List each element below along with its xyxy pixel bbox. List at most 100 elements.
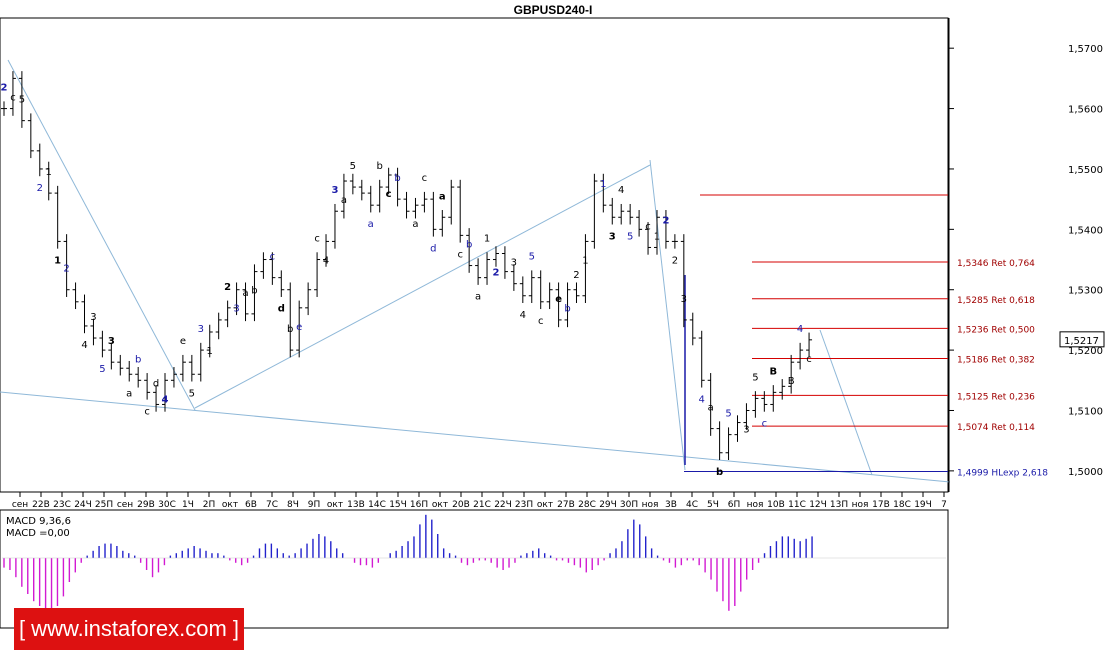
time-tick-label: 12Ч [809,500,827,510]
time-tick-label: 10В [767,500,785,510]
wave-label: 4 [618,185,624,196]
trend-line [194,164,651,409]
wave-label: c [422,173,428,184]
last-price-label: 1,5217 [1064,336,1099,347]
wave-label: B [788,376,795,387]
time-tick-label: окт [327,500,343,510]
wave-label: 4 [323,255,329,266]
time-tick-label: 28С [578,500,596,510]
wave-label: 3 [198,324,204,335]
wave-label: 3 [681,294,687,305]
time-tick-label: 15Ч [389,500,407,510]
macd-histogram [2,514,946,611]
price-tick-label: 1,5500 [1068,165,1103,176]
wave-label: 1 [654,231,660,242]
price-tick-label: 1,5600 [1068,105,1103,116]
macd-frame [0,509,949,629]
price-tick-label: 1,5100 [1068,406,1103,417]
price-tick-label: 1,5700 [1068,44,1103,55]
time-tick-label: 23П [515,500,533,510]
time-tick-label: 7С [266,500,278,510]
wave-label: 5 [529,252,535,263]
wave-label: B [769,366,777,377]
wave-label: 5 [627,231,633,242]
wave-label: d [430,243,436,254]
fib-label: 1,5285 Ret 0,618 [957,296,1035,306]
time-tick-label: 5Ч [707,500,719,510]
time-tick-label: ноя [852,500,869,510]
watermark-logo: [ www.instaforex.com ] [14,608,244,650]
time-tick-label: 6В [245,500,257,510]
trend-line [7,59,196,411]
time-tick-label: 17В [872,500,890,510]
wave-label: 1 [207,346,213,357]
wave-label: b [287,324,293,335]
wave-label: b [377,161,383,172]
time-tick-label: 20В [452,500,470,510]
wave-label: 3 [511,258,517,269]
wave-label: 5 [99,364,105,375]
wave-label: a [708,403,714,414]
wave-label: a [475,292,481,303]
wave-label: e [296,322,302,333]
wave-label: 3 [90,312,96,323]
wave-label: b [251,286,257,297]
wave-label: 3 [331,185,338,196]
time-tick-label: 11С [788,500,806,510]
price-axis: 1,5700 1,5600 1,5500 1,5400 1,5300 1,5200 1,51… [948,18,1105,492]
time-tick-label: 21С [473,500,491,510]
time-tick-label: 29В [137,500,155,510]
time-tick-label: 2П [203,500,216,510]
time-tick-label: 6П [728,500,741,510]
time-tick-label: сен [12,500,28,510]
wave-label: 4 [797,324,803,335]
wave-label: 5 [350,161,356,172]
wave-label: 1 [600,179,606,190]
wave-label: 2 [672,255,678,266]
wave-label: c [457,249,463,260]
time-tick-label: 19Ч [914,500,932,510]
wave-label: d [153,378,159,389]
trend-line [649,159,686,471]
wave-label: a [368,219,374,230]
wave-label: 1 [484,234,490,245]
wave-label: 5 [725,409,731,420]
wave-label: 5 [752,372,758,383]
wave-label: 2 [492,267,499,278]
wave-label: a [439,191,446,202]
time-tick-label: 18С [893,500,911,510]
fib-label: 1,5236 Ret 0,500 [957,325,1035,335]
wave-label: a [242,288,248,299]
wave-label: 2 [224,282,231,293]
time-tick-label: 22В [32,500,50,510]
wave-label: c [270,252,276,263]
fib-label: 1,5125 Ret 0,236 [957,392,1035,402]
price-tick-label: 1,5000 [1068,467,1103,478]
time-tick-label: 30П [620,500,638,510]
wave-label: b [135,354,141,365]
time-tick-label: окт [222,500,238,510]
wave-label: 1 [46,167,52,178]
time-tick-label: 23С [53,500,71,510]
time-tick-label: ноя [747,500,764,510]
price-frame [0,17,949,493]
time-tick-label: 1Ч [182,500,194,510]
wave-label: b [394,173,400,184]
wave-label: 2 [662,215,669,226]
wave-label: c [538,316,544,327]
wave-label: 5 [19,95,25,106]
time-tick-label: 30С [158,500,176,510]
time-axis: сен 22В 23С 24Ч 25П сен 29В 30С 1Ч 2П окт 6В 7С 8Ч 9П о… [12,492,947,510]
wave-label: 5 [189,388,195,399]
time-tick-label: 13В [347,500,365,510]
macd-label-1: MACD 9,36,6 [6,516,71,527]
wave-label: 4 [699,394,705,405]
fib-label: 1,5074 Ret 0,114 [957,423,1035,433]
wave-label: c [10,92,16,103]
time-tick-label: окт [537,500,553,510]
wave-label: a [341,195,347,206]
wave-label: c [314,234,320,245]
wave-label: 1 [54,255,61,266]
wave-label: e [180,336,186,347]
